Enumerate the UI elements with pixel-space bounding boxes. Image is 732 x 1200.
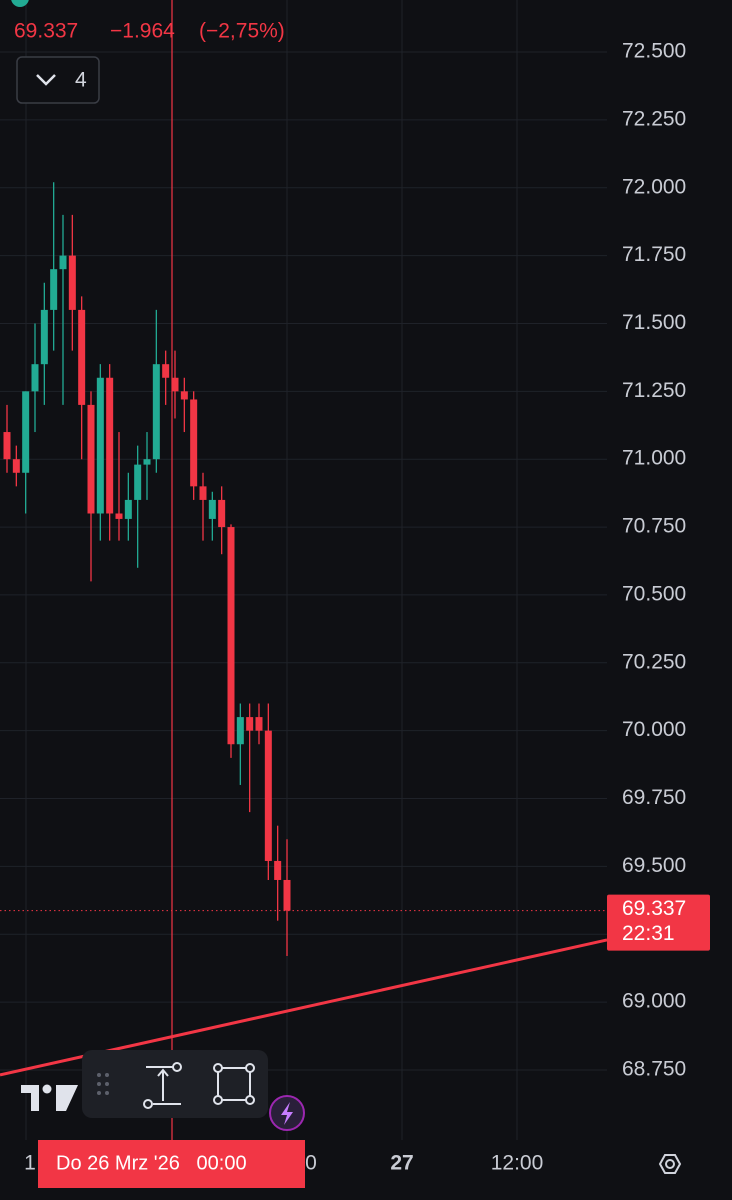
- candle-body: [115, 513, 123, 519]
- y-tick-label: 70.250: [622, 650, 686, 673]
- last-price-label: 69.337: [622, 897, 686, 920]
- candle-body: [134, 464, 142, 500]
- status-dot: [11, 0, 29, 7]
- candle-body: [12, 459, 20, 473]
- y-tick-label: 71.500: [622, 311, 686, 334]
- candle-body: [283, 879, 291, 911]
- candle-body: [162, 364, 170, 378]
- y-tick-label: 71.000: [622, 447, 686, 470]
- x-tick-label: 0: [305, 1152, 317, 1175]
- rectangle-tool[interactable]: [213, 1063, 255, 1105]
- settings-hex[interactable]: [658, 1154, 682, 1174]
- candle-body: [124, 499, 132, 519]
- drawing-toolbar: [82, 1050, 268, 1118]
- candle-body: [218, 499, 226, 528]
- settings-button[interactable]: [658, 1154, 682, 1174]
- candle-body: [50, 269, 58, 310]
- candle-body: [68, 255, 76, 310]
- candle-body: [40, 309, 48, 365]
- crosshair-label-bg: [38, 1140, 305, 1188]
- candle-body: [264, 730, 272, 861]
- candle-body: [171, 377, 179, 392]
- candle-body: [208, 499, 216, 519]
- x-tick-label: 12:00: [491, 1152, 544, 1175]
- logo-dot: [42, 1084, 52, 1094]
- alert-button[interactable]: [269, 1095, 305, 1131]
- candle-body: [227, 527, 235, 745]
- header-price: 69.337: [14, 20, 78, 43]
- y-tick-label: 72.500: [622, 40, 686, 63]
- y-tick-label: 69.500: [622, 854, 686, 877]
- candle-body: [31, 364, 39, 392]
- candle-body: [199, 486, 207, 500]
- tradingview-logo[interactable]: [21, 1084, 78, 1112]
- chevron-icon: [36, 74, 56, 86]
- plot-area: [3, 182, 291, 956]
- candle-body: [255, 717, 263, 731]
- y-tick-label: 70.750: [622, 515, 686, 538]
- header-change: −1.964: [110, 20, 175, 43]
- y-tick-label: 71.250: [622, 379, 686, 402]
- x-tick-label: 27: [390, 1152, 413, 1175]
- candle-body: [22, 391, 30, 473]
- y-tick-label: 69.750: [622, 786, 686, 809]
- y-tick-label: 72.000: [622, 175, 686, 198]
- x-tick-label: 1: [24, 1152, 36, 1175]
- candle-body: [143, 459, 151, 465]
- candle-body: [3, 432, 11, 460]
- toggle-box[interactable]: [16, 56, 100, 104]
- settings-dot: [665, 1159, 675, 1169]
- drag-handle[interactable]: [97, 1073, 109, 1095]
- measure-tool[interactable]: [143, 1062, 182, 1109]
- logo-v: [56, 1085, 78, 1111]
- candle-body: [246, 717, 254, 731]
- y-tick-label: 70.000: [622, 718, 686, 741]
- candle-body: [190, 399, 198, 487]
- candle-body: [87, 404, 95, 514]
- candle-body: [274, 860, 282, 880]
- y-tick-label: 72.250: [622, 107, 686, 130]
- logo-t: [21, 1085, 39, 1111]
- header-change-pct: (−2,75%): [199, 20, 285, 43]
- y-tick-label: 71.750: [622, 243, 686, 266]
- candle-body: [106, 377, 114, 514]
- candle-body: [236, 717, 244, 745]
- y-tick-label: 69.000: [622, 990, 686, 1013]
- indicator-toggle[interactable]: 4: [16, 56, 100, 104]
- crosshair-label: Do 26 Mrz '26 00:00: [56, 1152, 247, 1174]
- alert-icon: [281, 1102, 293, 1125]
- toolbar-bg: [82, 1050, 268, 1118]
- candle-body: [152, 364, 160, 460]
- y-tick-label: 70.500: [622, 582, 686, 605]
- candle-body: [96, 377, 104, 514]
- candle-body: [78, 309, 86, 405]
- y-tick-label: 68.750: [622, 1058, 686, 1081]
- indicator-count: 4: [75, 69, 87, 92]
- last-price-box: [607, 894, 710, 951]
- candle-body: [180, 391, 188, 400]
- candle-body: [59, 255, 67, 270]
- countdown-label: 22:31: [622, 922, 675, 945]
